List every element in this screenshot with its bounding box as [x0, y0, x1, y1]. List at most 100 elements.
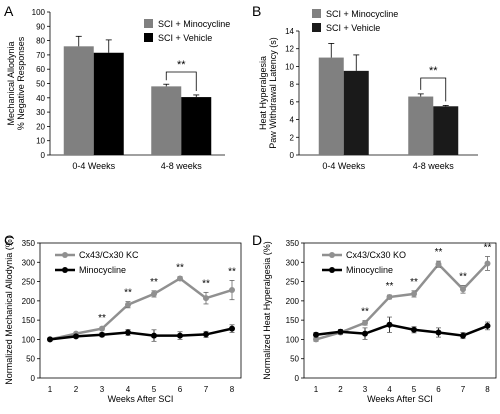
legend-label: Minocycline — [79, 265, 126, 275]
y-tick-label: 100 — [22, 335, 36, 344]
significance-star: ** — [361, 307, 369, 318]
y-axis-label: Normalized Heat Hyperalgesia (%) — [262, 241, 272, 380]
data-point-1-7 — [460, 332, 466, 339]
y-tick-label: 10 — [285, 62, 294, 71]
panel-label-C: C — [4, 232, 14, 248]
legend-label: SCI + Vehicle — [326, 23, 380, 33]
significance-star: ** — [202, 278, 210, 289]
data-point-1-6 — [177, 332, 183, 339]
category-label: 0-4 Weeks — [72, 161, 115, 171]
category-label: 0-4 Weeks — [322, 161, 365, 171]
data-point-0-8 — [484, 260, 491, 267]
significance-star: ** — [176, 263, 184, 274]
legend-marker — [329, 267, 335, 273]
data-point-0-4 — [125, 301, 131, 308]
y-tick-label: 200 — [22, 297, 36, 306]
legend-label: Cx43/Cx30 KO — [346, 250, 406, 260]
bar-B-1-1 — [433, 106, 459, 155]
data-point-0-1 — [313, 336, 319, 343]
significance-star: ** — [150, 277, 158, 288]
panel-label-A: A — [4, 3, 14, 19]
x-tick-label: 5 — [412, 385, 417, 394]
data-point-0-3 — [99, 325, 105, 332]
legend-swatch — [312, 23, 321, 32]
panel-label-D: D — [252, 232, 262, 248]
bar-A-1-1 — [181, 97, 212, 155]
data-point-0-8 — [229, 287, 235, 294]
category-label: 4-8 weeks — [413, 161, 455, 171]
x-tick-label: 6 — [178, 385, 183, 394]
bar-A-0-1 — [93, 52, 124, 155]
bar-A-0-0 — [63, 46, 94, 155]
x-tick-label: 7 — [461, 385, 466, 394]
significance-star: ** — [410, 277, 418, 288]
y-axis-label: Mechanical Allodynia% Negative Responses — [6, 36, 26, 130]
y-tick-label: 300 — [22, 258, 36, 267]
data-point-1-1 — [47, 336, 53, 343]
y-axis-label: Heat HyperalgesiaPaw Withdrawal Latency … — [258, 37, 278, 149]
significance-star: ** — [228, 266, 236, 277]
legend-label: SCI + Minocycline — [158, 19, 230, 29]
x-tick-label: 8 — [485, 385, 490, 394]
y-tick-label: 350 — [286, 239, 300, 248]
y-tick-label: 0 — [31, 374, 36, 383]
data-point-0-6 — [177, 275, 183, 282]
x-tick-label: 5 — [152, 385, 157, 394]
legend-marker — [329, 252, 335, 258]
y-tick-label: 250 — [286, 278, 300, 287]
y-tick-label: 12 — [285, 45, 294, 54]
x-tick-label: 3 — [100, 385, 105, 394]
y-tick-label: 40 — [36, 94, 45, 103]
significance-star: ** — [484, 243, 492, 254]
data-point-1-4 — [386, 321, 393, 328]
x-axis-label: Weeks After SCI — [367, 394, 433, 404]
legend-swatch — [144, 19, 153, 28]
x-tick-label: 4 — [387, 385, 392, 394]
legend-label: SCI + Vehicle — [158, 33, 212, 43]
x-tick-label: 3 — [363, 385, 368, 394]
y-tick-label: 50 — [26, 355, 35, 364]
data-point-1-1 — [313, 331, 319, 338]
significance-star: ** — [435, 247, 443, 258]
series-line-1 — [49, 327, 233, 341]
legend-swatch — [312, 9, 321, 18]
data-point-1-2 — [337, 328, 344, 335]
y-axis-label: Normalized Mechanical Allodynia (%) — [4, 236, 14, 385]
significance-label: ** — [429, 65, 438, 77]
y-tick-label: 50 — [36, 80, 45, 89]
data-point-1-5 — [411, 326, 417, 333]
data-point-0-6 — [435, 261, 442, 268]
y-tick-label: 350 — [22, 239, 36, 248]
data-point-1-4 — [125, 329, 131, 336]
data-point-0-7 — [460, 286, 466, 293]
data-point-1-8 — [229, 325, 235, 332]
y-tick-label: 100 — [286, 335, 300, 344]
legend-label: Minocycline — [346, 265, 393, 275]
significance-label: ** — [177, 59, 186, 71]
significance-star: ** — [386, 281, 394, 292]
x-tick-label: 4 — [126, 385, 131, 394]
y-tick-label: 100 — [32, 8, 46, 17]
bar-B-1-0 — [408, 96, 434, 155]
y-tick-label: 2 — [290, 133, 295, 142]
series-line-1 — [315, 323, 488, 337]
y-tick-label: 150 — [286, 316, 300, 325]
y-tick-label: 10 — [36, 137, 45, 146]
bar-B-0-0 — [318, 57, 344, 156]
x-tick-label: 7 — [204, 385, 209, 394]
bar-B-0-1 — [343, 70, 369, 155]
significance-bracket — [420, 77, 447, 102]
y-tick-label: 20 — [36, 122, 45, 131]
y-tick-label: 0 — [41, 151, 46, 160]
legend-marker — [62, 252, 68, 258]
data-point-1-7 — [203, 331, 209, 338]
legend-marker — [62, 267, 68, 273]
y-tick-label: 4 — [290, 116, 295, 125]
y-tick-label: 8 — [290, 80, 295, 89]
data-point-0-4 — [386, 294, 393, 300]
x-tick-label: 8 — [230, 385, 235, 394]
category-label: 4-8 weeks — [161, 161, 203, 171]
data-point-1-6 — [435, 329, 442, 336]
data-point-1-2 — [73, 333, 79, 340]
significance-star: ** — [98, 313, 106, 324]
